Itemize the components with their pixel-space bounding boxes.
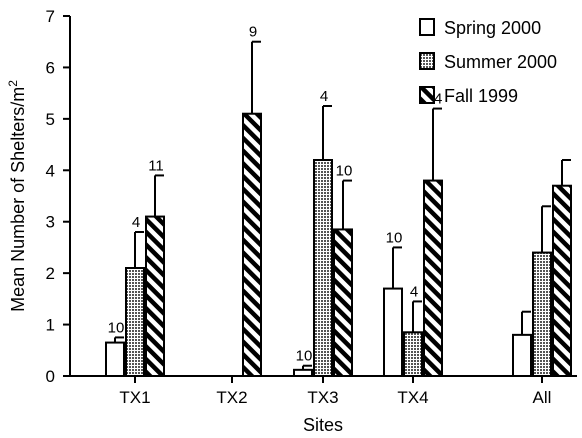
- bar-tx3-series-2: [333, 228, 353, 377]
- y-tick-label-6: 6: [46, 58, 55, 77]
- legend-swatch-series-1: [419, 52, 435, 70]
- bar-tx2-series-2: [242, 112, 262, 377]
- sample-size-label-tx3-series-1: 4: [320, 88, 328, 105]
- legend-swatch-series-2: [419, 86, 435, 104]
- x-axis-ticks: TX1 TX2 TX3 TX4 All: [119, 376, 551, 407]
- legend-label-series-0: Spring 2000: [444, 18, 541, 38]
- error-bars-layer: [114, 40, 571, 370]
- bar-tx1-series-1: [125, 267, 145, 377]
- y-axis-title-superscript: 2: [6, 80, 20, 87]
- sample-size-label-tx4-series-0: 10: [386, 229, 403, 246]
- y-tick-label-0: 0: [46, 367, 55, 386]
- bar-all-series-0: [512, 333, 532, 378]
- x-tick-label-tx2: TX2: [216, 388, 247, 407]
- sample-size-label-tx3-series-2: 10: [336, 163, 353, 180]
- bar-tx4-series-0: [383, 287, 403, 378]
- x-tick-label-tx1: TX1: [119, 388, 150, 407]
- sample-size-label-tx1-series-0: 10: [108, 319, 125, 336]
- y-axis-ticks: 0 1 2 3 4 5 6 7: [46, 7, 70, 386]
- bars-layer: [105, 112, 572, 378]
- y-axis-title: Mean Number of Shelters/m2: [6, 80, 28, 312]
- bar-all-series-2: [552, 184, 572, 377]
- bar-tx4-series-1: [403, 331, 423, 377]
- legend-swatch-series-0: [419, 18, 435, 36]
- bar-tx1-series-0: [105, 341, 125, 378]
- y-tick-label-2: 2: [46, 264, 55, 283]
- sample-size-label-tx4-series-1: 4: [410, 283, 418, 300]
- legend-label-series-1: Summer 2000: [444, 52, 557, 72]
- y-tick-label-7: 7: [46, 7, 55, 26]
- x-tick-label-tx4: TX4: [397, 388, 428, 407]
- x-axis-title: Sites: [303, 415, 343, 435]
- sample-size-label-tx3-series-0: 10: [296, 348, 313, 365]
- bar-all-series-1: [532, 251, 552, 377]
- sample-size-label-tx1-series-2: 11: [148, 157, 164, 174]
- y-tick-label-4: 4: [46, 161, 55, 180]
- y-tick-label-1: 1: [46, 316, 55, 335]
- y-tick-label-5: 5: [46, 110, 55, 129]
- y-axis-title-main: Mean Number of Shelters/m: [8, 87, 28, 312]
- y-tick-label-3: 3: [46, 213, 55, 232]
- bar-tx4-series-2: [423, 179, 443, 377]
- legend: Spring 2000 Summer 2000 Fall 1999: [419, 18, 557, 106]
- bar-tx1-series-2: [145, 215, 165, 377]
- legend-label-series-2: Fall 1999: [444, 86, 518, 106]
- x-tick-label-all: All: [533, 388, 552, 407]
- sample-size-label-tx2-series-2: 9: [249, 24, 257, 41]
- x-tick-label-tx3: TX3: [307, 388, 338, 407]
- sample-size-label-tx1-series-1: 4: [132, 214, 140, 231]
- bar-tx3-series-1: [313, 159, 333, 377]
